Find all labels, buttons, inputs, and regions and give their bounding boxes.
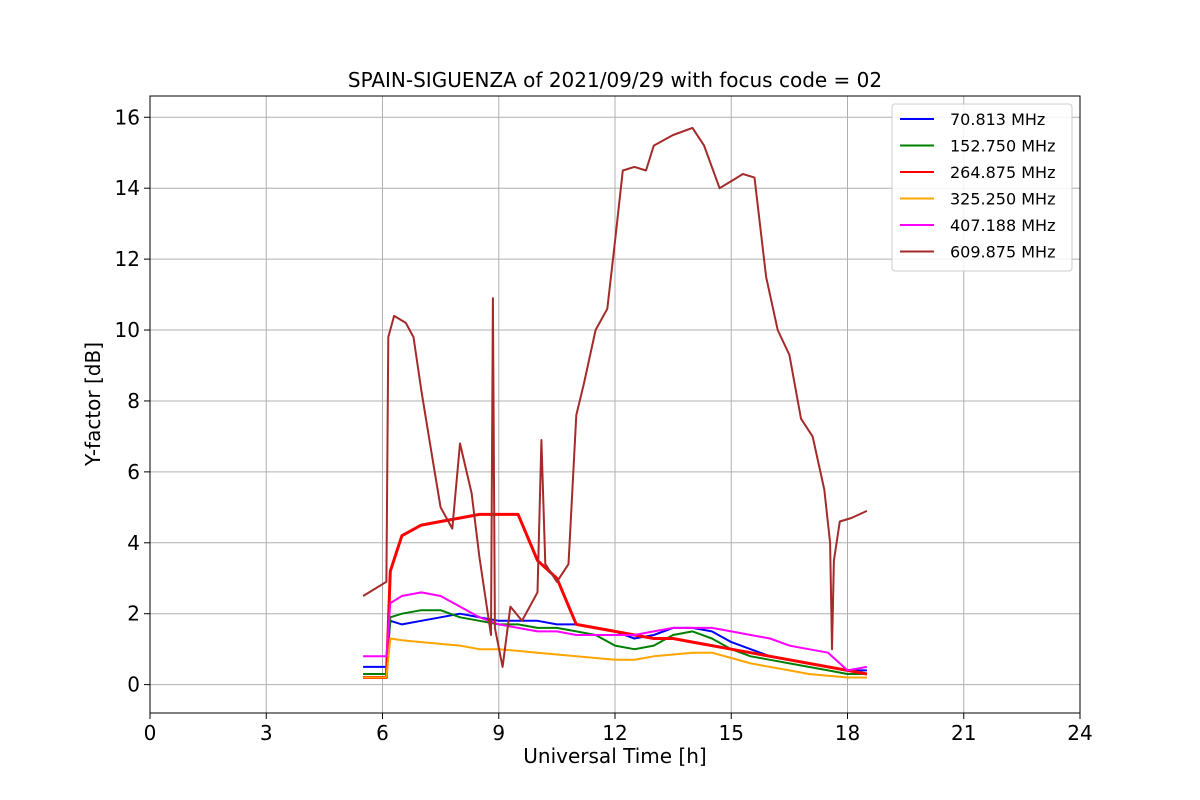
series-line: [363, 591, 868, 672]
y-tick-label: 10: [115, 318, 140, 342]
x-tick-label: 6: [376, 721, 389, 745]
x-tick-label: 12: [602, 721, 627, 745]
y-tick-label: 8: [127, 389, 140, 413]
series-line: [363, 637, 867, 679]
series-line: [363, 609, 867, 675]
x-tick-label: 15: [719, 721, 744, 745]
x-axis-label: Universal Time [h]: [523, 744, 706, 768]
x-tick-label: 3: [260, 721, 273, 745]
x-tick-label: 0: [144, 721, 157, 745]
y-axis-label: Y-factor [dB]: [81, 342, 105, 467]
plot-area: [362, 126, 868, 679]
legend-box: [891, 103, 1073, 272]
legend-label: 407.188 MHz: [950, 216, 1055, 235]
legend-label: 609.875 MHz: [950, 243, 1055, 262]
chart-title: SPAIN-SIGUENZA of 2021/09/29 with focus …: [348, 68, 882, 92]
series-line: [363, 512, 868, 679]
legend-label: 264.875 MHz: [950, 163, 1055, 182]
y-tick-label: 14: [115, 176, 140, 200]
x-tick-label: 9: [492, 721, 505, 745]
legend-label: 70.813 MHz: [950, 110, 1045, 129]
y-tick-label: 12: [115, 247, 140, 271]
y-tick-label: 2: [127, 602, 140, 626]
y-tick-label: 6: [127, 460, 140, 484]
legend-label: 152.750 MHz: [950, 137, 1055, 156]
y-tick-label: 16: [115, 105, 140, 129]
y-tick-label: 4: [127, 531, 140, 555]
legend-label: 325.250 MHz: [950, 190, 1055, 209]
legend: 70.813 MHz 152.750 MHz 264.875 MHz 325.250 …: [891, 103, 1073, 272]
series-line: [362, 126, 868, 668]
y-tick-label: 0: [127, 673, 140, 697]
x-tick-label: 18: [835, 721, 860, 745]
x-tick-label: 21: [951, 721, 976, 745]
x-tick-label: 24: [1067, 721, 1092, 745]
